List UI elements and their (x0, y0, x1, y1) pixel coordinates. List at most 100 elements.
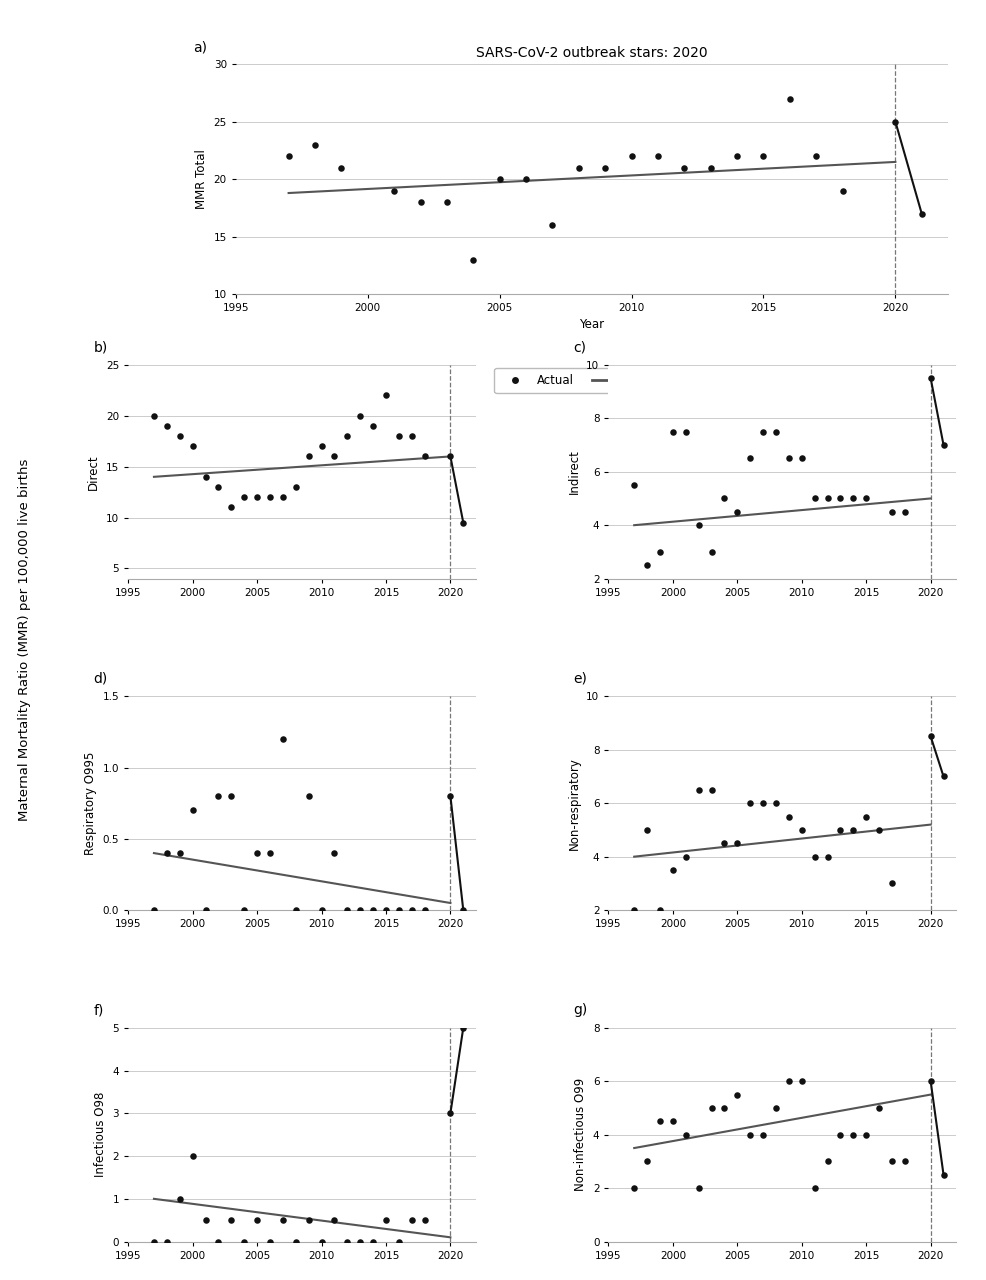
Point (249, 842, 265, 863)
Point (887, 111, 903, 132)
Point (794, 1071, 810, 1092)
Point (742, 792, 758, 814)
Point (281, 146, 297, 166)
Point (884, 502, 900, 522)
Point (858, 806, 874, 827)
Point (755, 1124, 771, 1144)
Point (404, 426, 420, 447)
Point (691, 515, 707, 535)
Point (237, 486, 252, 507)
Point (936, 1165, 951, 1185)
Point (794, 448, 810, 468)
Point (391, 426, 407, 447)
Point (884, 1151, 900, 1171)
Point (544, 215, 560, 236)
Point (262, 1231, 278, 1252)
Point (224, 1210, 240, 1230)
Point (172, 1189, 187, 1210)
X-axis label: Year: Year (580, 317, 604, 330)
Point (819, 846, 835, 867)
Point (237, 1231, 252, 1252)
Text: e): e) (574, 672, 588, 686)
Point (249, 1210, 265, 1230)
Point (339, 900, 355, 920)
Point (665, 860, 680, 881)
Point (652, 900, 668, 920)
Point (391, 900, 407, 920)
Point (378, 900, 393, 920)
Point (639, 1151, 655, 1171)
Point (146, 900, 162, 920)
Point (807, 846, 822, 867)
Point (665, 1111, 680, 1132)
Point (262, 842, 278, 863)
Y-axis label: Respiratory O995: Respiratory O995 (84, 751, 97, 855)
Point (819, 1151, 835, 1171)
Point (443, 447, 458, 467)
Point (914, 204, 930, 224)
Point (624, 146, 640, 166)
Point (665, 421, 680, 442)
Point (858, 1124, 874, 1144)
Y-axis label: Non-infectious O99: Non-infectious O99 (574, 1078, 588, 1192)
Point (717, 833, 733, 854)
Point (197, 467, 213, 488)
Point (326, 447, 342, 467)
Point (288, 900, 304, 920)
Point (443, 1103, 458, 1124)
Point (224, 497, 240, 517)
Point (184, 436, 200, 457)
Point (314, 900, 329, 920)
Point (456, 900, 471, 920)
Point (676, 157, 692, 178)
Point (936, 767, 951, 787)
Point (832, 1124, 848, 1144)
Y-axis label: MMR Total: MMR Total (195, 150, 208, 209)
Point (339, 1231, 355, 1252)
Point (184, 1146, 200, 1166)
Point (807, 1178, 822, 1198)
Point (288, 476, 304, 497)
Point (307, 134, 322, 155)
Point (326, 1210, 342, 1230)
Title: SARS-CoV-2 outbreak stars: 2020: SARS-CoV-2 outbreak stars: 2020 (476, 46, 708, 60)
Point (333, 157, 349, 178)
Point (730, 1084, 745, 1105)
Point (730, 833, 745, 854)
Point (365, 1231, 381, 1252)
Point (571, 157, 587, 178)
Point (691, 780, 707, 800)
Text: a): a) (193, 41, 207, 55)
Point (211, 1231, 227, 1252)
Point (184, 800, 200, 820)
Point (159, 416, 175, 436)
Point (845, 488, 861, 508)
Point (237, 900, 252, 920)
Point (417, 1210, 433, 1230)
Point (742, 1124, 758, 1144)
Point (417, 900, 433, 920)
Y-axis label: Direct: Direct (88, 454, 101, 489)
Point (465, 250, 481, 270)
Point (730, 502, 745, 522)
Point (339, 426, 355, 447)
Point (288, 1231, 304, 1252)
Point (391, 1231, 407, 1252)
Point (352, 900, 368, 920)
Point (211, 786, 227, 806)
Point (781, 1071, 797, 1092)
Text: c): c) (574, 340, 587, 355)
Point (755, 146, 771, 166)
Y-axis label: Non-respiratory: Non-respiratory (568, 756, 581, 850)
Point (923, 1071, 939, 1092)
Point (249, 486, 265, 507)
Point (768, 421, 784, 442)
Point (923, 367, 939, 388)
Point (832, 819, 848, 840)
Point (365, 900, 381, 920)
Point (703, 157, 719, 178)
Point (352, 406, 368, 426)
Point (626, 900, 642, 920)
Point (923, 726, 939, 746)
Point (807, 488, 822, 508)
